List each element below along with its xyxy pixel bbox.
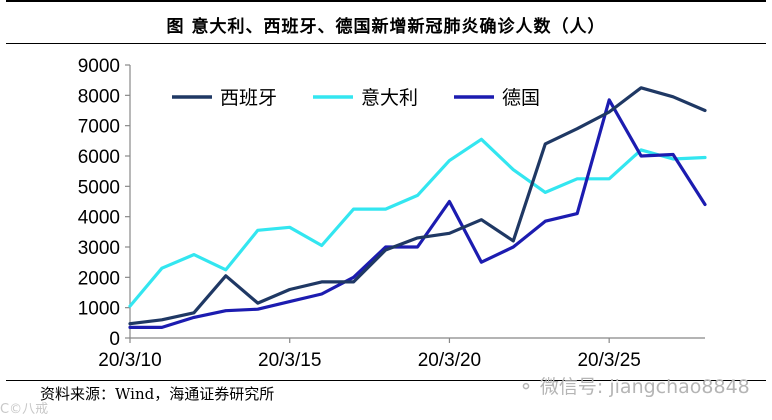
watermark-right: ⚬ 微信号: jiangchao8848 [518,372,750,399]
wechat-icon: ⚬ [518,376,534,398]
series-line-spain [128,86,707,326]
source-note: 资料来源：Wind，海通证券研究所 [40,385,275,403]
legend-label-italy: 意大利 [361,87,418,109]
x-tick-label: 20/3/20 [418,350,481,371]
title-bar: 图 意大利、西班牙、德国新增新冠肺炎确诊人数（人） [6,0,766,44]
x-tick-label: 20/3/25 [577,350,640,371]
bottom-rule [6,380,766,381]
watermark-left: C©八戒 [0,402,49,417]
page-title: 图 意大利、西班牙、德国新增新冠肺炎确诊人数（人） [166,17,606,37]
y-tick-label: 7000 [78,117,120,138]
legend-label-germany: 德国 [502,87,540,109]
y-tick-label: 5000 [78,177,120,198]
x-tick-label: 20/3/15 [258,350,321,371]
y-tick-label: 1000 [78,299,120,320]
series-line-italy [128,137,707,308]
x-tick-label: 20/3/10 [98,350,161,371]
watermark-right-text: 微信号: jiangchao8848 [539,376,750,398]
legend-label-spain: 西班牙 [220,87,277,109]
y-tick-label: 8000 [78,86,120,107]
y-tick-label: 6000 [78,147,120,168]
y-tick-label: 3000 [78,238,120,259]
chart-legend: 西班牙 意大利 德国 [172,87,540,109]
chart-series [128,86,707,329]
y-tick-label: 4000 [78,208,120,229]
chart-axes: 0 1000 2000 3000 4000 5000 6000 7000 8000 9000 20/… [78,56,705,371]
y-tick-label: 2000 [78,268,120,289]
chart-area: 0 1000 2000 3000 4000 5000 6000 7000 8000 9000 20/… [78,56,707,371]
y-tick-label: 0 [109,329,120,350]
series-line-germany [128,98,707,329]
y-tick-label: 9000 [78,56,120,77]
